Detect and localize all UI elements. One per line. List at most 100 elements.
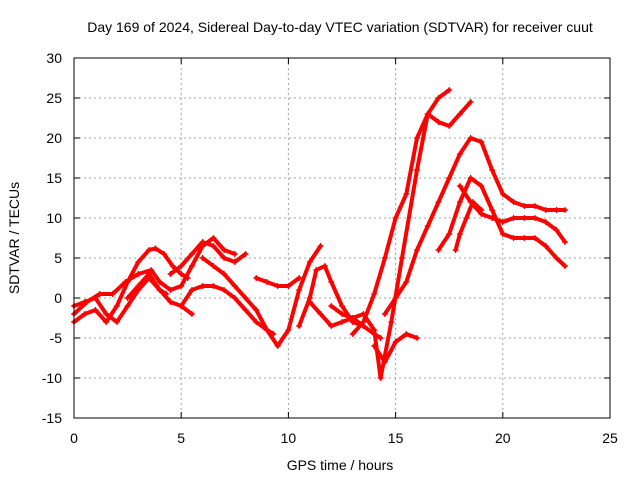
plot-frame bbox=[73, 57, 611, 419]
data-point bbox=[135, 283, 142, 289]
data-point bbox=[561, 207, 568, 213]
data-point bbox=[306, 299, 313, 305]
data-point bbox=[403, 279, 410, 285]
data-point bbox=[561, 263, 568, 269]
data-point bbox=[317, 243, 324, 249]
y-tick-label: -15 bbox=[42, 410, 62, 426]
data-point bbox=[199, 255, 206, 261]
data-point bbox=[388, 319, 395, 325]
data-point bbox=[210, 283, 217, 289]
data-point bbox=[469, 199, 476, 205]
data-point bbox=[124, 303, 131, 309]
data-point bbox=[446, 87, 453, 93]
data-point bbox=[499, 191, 506, 197]
data-point bbox=[161, 251, 168, 257]
data-point bbox=[510, 199, 517, 205]
data-point bbox=[167, 271, 174, 277]
series-track-12 bbox=[349, 99, 474, 337]
data-point bbox=[103, 319, 110, 325]
data-point bbox=[510, 215, 517, 221]
data-point bbox=[321, 263, 328, 269]
data-point bbox=[489, 167, 496, 173]
data-point bbox=[103, 311, 110, 317]
x-tick-label: 10 bbox=[281, 430, 297, 446]
series-line bbox=[329, 88, 452, 380]
data-point bbox=[349, 331, 356, 337]
data-point bbox=[263, 327, 270, 333]
series-line bbox=[168, 240, 248, 276]
data-point bbox=[403, 331, 410, 337]
data-point bbox=[328, 303, 335, 309]
data-point bbox=[542, 207, 549, 213]
data-point bbox=[414, 167, 421, 173]
series-track-8 bbox=[253, 275, 303, 289]
data-point bbox=[92, 307, 99, 313]
y-tick-label: 0 bbox=[54, 290, 62, 306]
data-point bbox=[122, 279, 129, 285]
data-point bbox=[435, 199, 442, 205]
data-point bbox=[296, 287, 303, 293]
series-track-14 bbox=[381, 135, 568, 317]
data-point bbox=[456, 183, 463, 189]
y-axis-label: SDTVAR / TECUs bbox=[6, 182, 22, 294]
data-point bbox=[452, 247, 459, 253]
series-line bbox=[382, 136, 567, 316]
data-point bbox=[253, 319, 260, 325]
data-point bbox=[392, 339, 399, 345]
series-track-1 bbox=[71, 245, 191, 325]
series-line bbox=[200, 244, 323, 348]
data-point bbox=[499, 219, 506, 225]
data-point bbox=[124, 295, 131, 301]
data-point bbox=[274, 283, 281, 289]
data-point bbox=[489, 207, 496, 213]
data-point bbox=[328, 279, 335, 285]
y-tick-label: 5 bbox=[54, 250, 62, 266]
data-point bbox=[414, 135, 421, 141]
data-point bbox=[242, 295, 249, 301]
data-point bbox=[510, 235, 517, 241]
data-point bbox=[148, 267, 155, 273]
data-point bbox=[542, 219, 549, 225]
data-point bbox=[392, 295, 399, 301]
data-point bbox=[296, 275, 303, 281]
y-tick-label: 25 bbox=[46, 90, 62, 106]
data-point bbox=[424, 223, 431, 229]
data-point bbox=[81, 299, 88, 305]
data-point bbox=[456, 199, 463, 205]
series-track-2 bbox=[71, 235, 238, 317]
data-point bbox=[328, 323, 335, 329]
data-point bbox=[296, 323, 303, 329]
data-point bbox=[521, 235, 528, 241]
data-point bbox=[231, 251, 238, 257]
y-tick-label: 30 bbox=[46, 50, 62, 66]
data-point bbox=[542, 243, 549, 249]
y-tick-label: 10 bbox=[46, 210, 62, 226]
data-point bbox=[199, 239, 206, 245]
data-point bbox=[381, 311, 388, 317]
data-point bbox=[446, 175, 453, 181]
data-point bbox=[135, 271, 142, 277]
data-point bbox=[253, 275, 260, 281]
data-point bbox=[399, 255, 406, 261]
data-point bbox=[188, 287, 195, 293]
series-line bbox=[179, 284, 276, 336]
data-point bbox=[360, 319, 367, 325]
data-point bbox=[253, 307, 260, 313]
data-point bbox=[553, 227, 560, 233]
data-point bbox=[531, 215, 538, 221]
chart-title: Day 169 of 2024, Sidereal Day-to-day VTE… bbox=[87, 19, 593, 35]
data-point bbox=[306, 259, 313, 265]
data-point bbox=[446, 231, 453, 237]
data-point bbox=[414, 335, 421, 341]
data-point bbox=[263, 279, 270, 285]
x-tick-label: 15 bbox=[388, 430, 404, 446]
data-point bbox=[274, 343, 281, 349]
y-tick-label: 20 bbox=[46, 130, 62, 146]
data-point bbox=[81, 311, 88, 317]
data-point bbox=[178, 263, 185, 269]
data-series bbox=[71, 87, 568, 381]
data-point bbox=[339, 303, 345, 309]
data-point bbox=[403, 191, 410, 197]
data-point bbox=[339, 319, 345, 325]
data-point bbox=[371, 291, 378, 297]
